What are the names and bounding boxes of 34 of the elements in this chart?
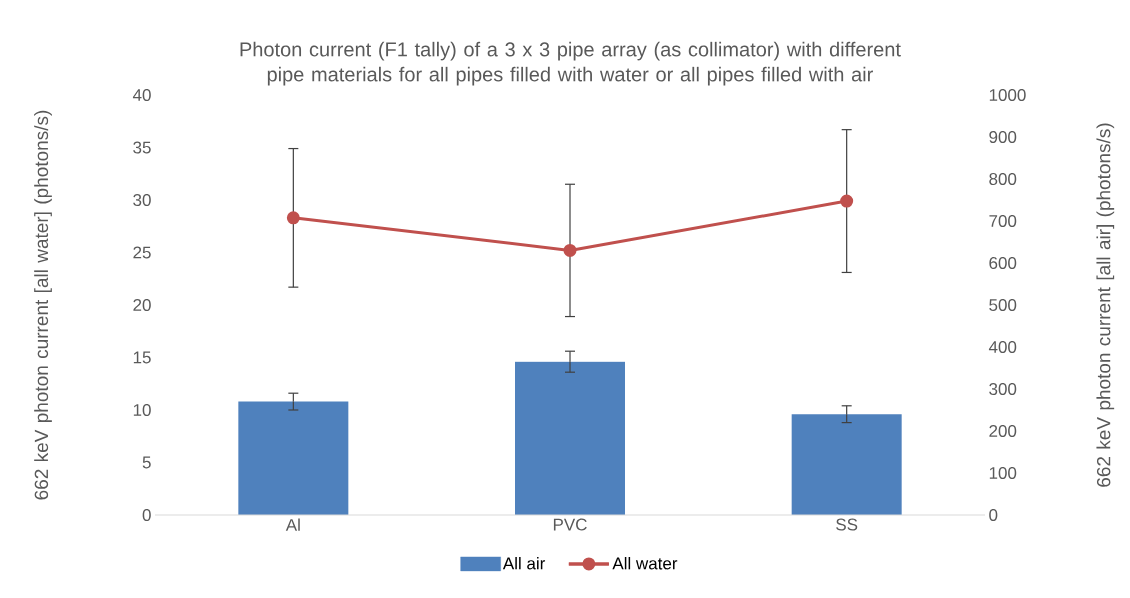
y2-tick-label: 300 [989,382,1017,396]
y2-tick-label: 700 [989,214,1017,228]
legend-label: All water [612,557,678,570]
bar [238,401,349,515]
y2-tick-label: 100 [989,466,1017,480]
y-tick-label: 25 [133,246,151,259]
bar [515,361,626,515]
y2-tick-label: 1000 [989,88,1026,102]
y2-axis-title: 662 keV photon current [all air] (photons/s) [1096,123,1115,487]
y2-tick-label: 500 [989,298,1017,312]
x-tick-label: SS [836,518,858,531]
y-tick-label: 30 [133,193,151,207]
x-tick-label: Al [285,518,300,531]
point [563,243,577,257]
y-axis-title: 662 keV photon current [all water] (photons/s) [34,110,52,500]
point [286,211,300,225]
legend-label: All air [502,557,546,570]
chart-title: Photon current (F1 tally) of a 3 x 3 pipe array (as collimator) with different pipe materials for all pipes filled with water or all pipes filled with air [240,41,901,86]
y-tick-label: 35 [133,141,151,154]
x-tick-label: PVC [553,518,587,531]
y2-tick-label: 900 [989,130,1017,144]
point [840,194,854,208]
y-tick-label: 0 [142,508,151,522]
y-tick-label: 40 [132,88,151,102]
bar [791,414,902,515]
y-tick-label: 5 [142,456,151,469]
y-tick-label: 20 [133,298,151,312]
y2-tick-label: 400 [988,340,1017,354]
y-tick-label: 15 [133,351,151,364]
y2-tick-label: 200 [989,424,1017,438]
y2-tick-label: 0 [989,508,998,522]
y2-tick-label: 600 [989,256,1017,270]
y-tick-label: 10 [133,403,151,417]
y2-tick-label: 800 [989,172,1017,186]
